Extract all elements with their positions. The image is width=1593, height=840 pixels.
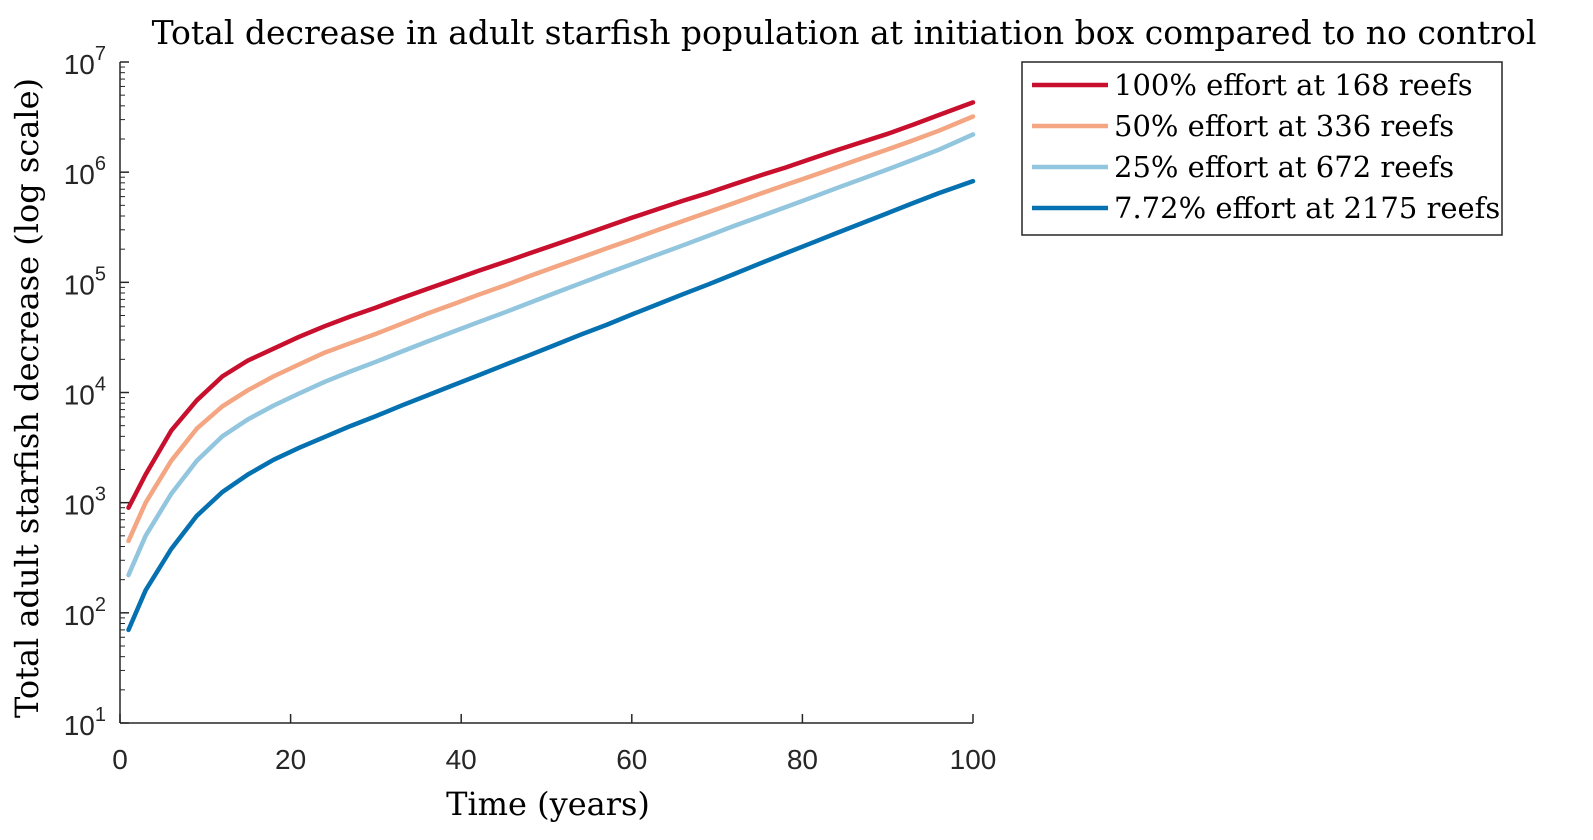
x-axis-label: Time (years) bbox=[446, 785, 650, 823]
y-tick-label: 107 bbox=[64, 43, 106, 80]
legend-label: 25% effort at 672 reefs bbox=[1114, 150, 1454, 184]
y-tick-label: 106 bbox=[64, 153, 106, 190]
legend-label: 7.72% effort at 2175 reefs bbox=[1114, 191, 1500, 225]
y-tick-base: 10 bbox=[64, 710, 95, 741]
y-tick-label: 101 bbox=[64, 704, 106, 741]
y-tick-exponent: 6 bbox=[95, 153, 106, 175]
series-line-1 bbox=[126, 100, 976, 510]
y-tick-base: 10 bbox=[64, 490, 95, 521]
y-tick-label: 104 bbox=[64, 374, 106, 411]
y-tick-base: 10 bbox=[64, 600, 95, 631]
chart-title: Total decrease in adult starfish populat… bbox=[152, 13, 1537, 52]
series-line-4 bbox=[126, 178, 976, 633]
x-tick-label: 0 bbox=[112, 744, 128, 775]
y-axis-label: Total adult starfish decrease (log scale… bbox=[8, 78, 46, 718]
y-tick-base: 10 bbox=[64, 269, 95, 300]
y-tick-exponent: 5 bbox=[95, 263, 106, 285]
y-tick-base: 10 bbox=[64, 49, 95, 80]
y-tick-label: 105 bbox=[64, 263, 106, 300]
y-tick-exponent: 7 bbox=[95, 43, 106, 65]
legend-label: 50% effort at 336 reefs bbox=[1114, 109, 1454, 143]
legend: 100% effort at 168 reefs 50% effort at 33… bbox=[1021, 61, 1503, 236]
series-line-2 bbox=[126, 114, 976, 544]
y-tick-exponent: 1 bbox=[95, 704, 106, 726]
x-tick-label: 80 bbox=[787, 744, 818, 775]
y-tick-exponent: 2 bbox=[95, 594, 106, 616]
x-tick-label: 20 bbox=[275, 744, 306, 775]
plot-area bbox=[126, 100, 976, 633]
y-tick-label: 103 bbox=[64, 484, 106, 521]
y-tick-exponent: 3 bbox=[95, 484, 106, 506]
x-tick-label: 40 bbox=[446, 744, 477, 775]
x-tick-label: 60 bbox=[616, 744, 647, 775]
series-line-3 bbox=[126, 132, 976, 578]
y-tick-base: 10 bbox=[64, 380, 95, 411]
x-tick-label: 100 bbox=[950, 744, 997, 775]
y-tick-base: 10 bbox=[64, 159, 95, 190]
y-tick-exponent: 4 bbox=[95, 374, 106, 396]
y-tick-label: 102 bbox=[64, 594, 106, 631]
legend-label: 100% effort at 168 reefs bbox=[1114, 68, 1473, 102]
